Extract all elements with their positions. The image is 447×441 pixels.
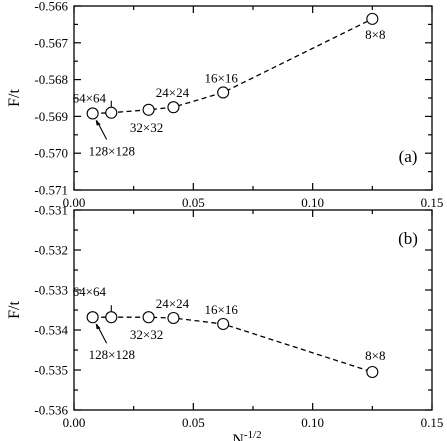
panel-label: (a) <box>399 147 418 166</box>
x-tick-label: 0.10 <box>301 195 324 210</box>
plot-frame <box>73 209 433 411</box>
x-tick-label: 0.10 <box>301 415 324 430</box>
data-point <box>167 101 180 114</box>
point-label: 64×64 <box>73 284 107 299</box>
y-axis-label: F/t <box>6 89 23 107</box>
y-tick-label: -0.566 <box>34 0 68 14</box>
point-label: 64×64 <box>73 91 107 106</box>
x-tick-label: 0.00 <box>63 195 86 210</box>
y-tick-label: -0.532 <box>34 243 68 258</box>
point-label: 16×16 <box>204 302 238 317</box>
series-line <box>92 18 373 115</box>
y-tick-label: -0.531 <box>34 203 68 218</box>
data-point <box>217 317 230 331</box>
x-axis-label: N-1/2 <box>232 429 261 441</box>
x-tick-label: 0.15 <box>421 415 444 430</box>
y-tick-label: -0.534 <box>34 323 68 338</box>
data-point <box>142 311 155 324</box>
point-label: 32×32 <box>130 120 163 135</box>
x-axis-label-base: N <box>232 432 244 441</box>
y-tick-label: -0.570 <box>34 146 68 161</box>
point-label: 32×32 <box>130 327 163 342</box>
x-axis-label-exponent: -1/2 <box>244 429 262 441</box>
data-point <box>366 365 379 379</box>
point-label: 16×16 <box>204 70 238 85</box>
point-label: 128×128 <box>89 143 135 158</box>
x-tick-label: 0.00 <box>63 415 86 430</box>
point-label: 24×24 <box>156 296 190 311</box>
y-tick-label: -0.533 <box>34 283 68 298</box>
annotation-arrowhead <box>95 119 101 126</box>
panel-b: 0.00 0.05 0.10 0.15 -0.536 -0.535 -0.534 -0.533… <box>6 203 443 441</box>
data-point <box>105 106 118 119</box>
y-tick-label: -0.569 <box>34 109 68 124</box>
data-point <box>86 311 99 324</box>
data-point <box>217 86 230 99</box>
data-point <box>167 311 180 325</box>
y-tick-label: -0.536 <box>34 403 68 418</box>
data-point <box>366 12 379 25</box>
x-tick-label: 0.15 <box>421 195 444 210</box>
data-point <box>86 107 99 120</box>
x-tick-label: 0.05 <box>182 195 205 210</box>
y-tick-label: -0.567 <box>34 35 68 50</box>
point-label: 8×8 <box>365 27 385 42</box>
series-line <box>92 316 373 373</box>
point-label: 128×128 <box>89 347 135 362</box>
x-tick-label: 0.05 <box>182 415 205 430</box>
data-point <box>105 311 118 324</box>
y-axis-label: F/t <box>6 301 23 319</box>
panel-label: (b) <box>398 229 418 248</box>
data-point <box>142 103 155 116</box>
annotation-arrowhead <box>95 323 101 330</box>
y-tick-label: -0.535 <box>34 363 68 378</box>
point-label: 8×8 <box>365 348 385 363</box>
y-tick-label: -0.571 <box>34 183 68 198</box>
point-label: 24×24 <box>156 85 190 100</box>
y-tick-label: -0.568 <box>34 72 68 87</box>
panel-a: 0.00 0.05 0.10 0.15 -0.571 -0.570 -0.569 -0.568… <box>6 0 443 210</box>
